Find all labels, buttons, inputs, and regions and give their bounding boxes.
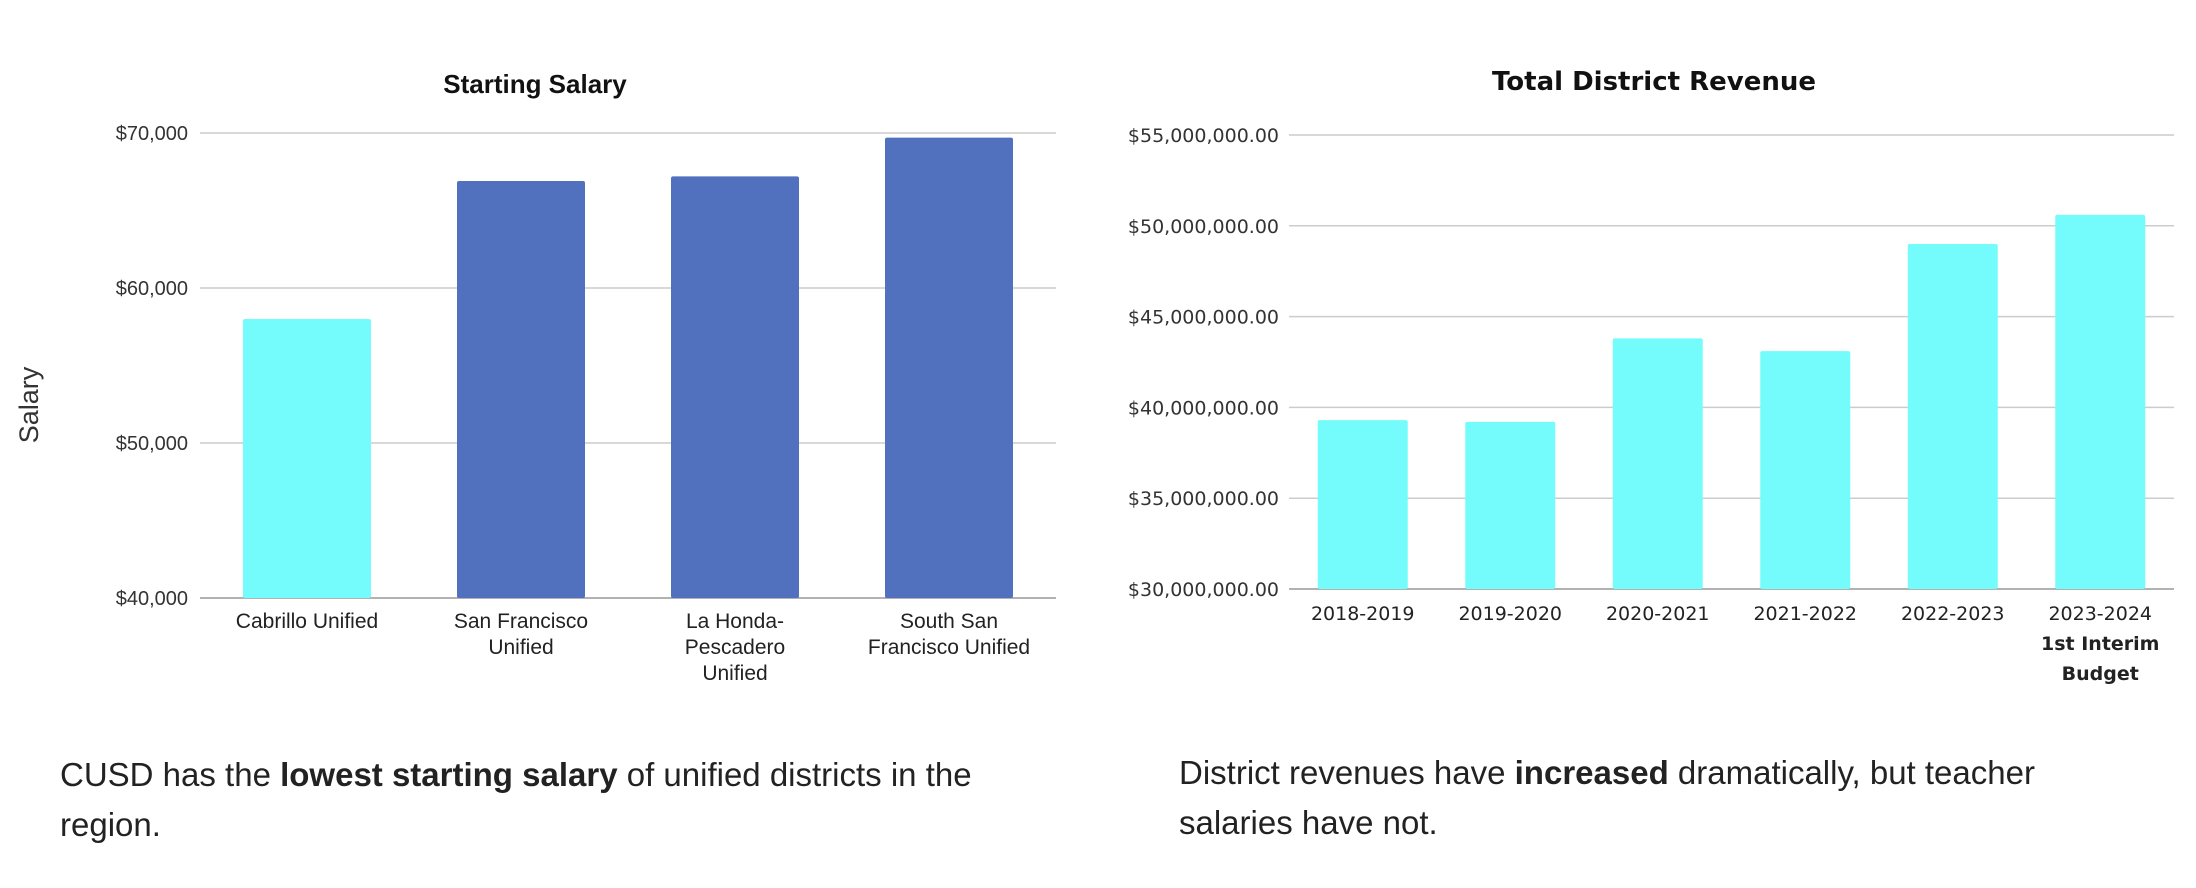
bar — [457, 181, 585, 599]
bar — [1317, 420, 1408, 589]
x-tick-label-line: 2019-2020 — [1458, 603, 1562, 625]
x-tick-label: La Honda- Pescadero Unified — [685, 610, 785, 685]
bar — [1612, 338, 1703, 589]
starting-salary-chart: Starting Salary $40,000 $50,000 $60,000 $70,… — [14, 69, 1056, 685]
y-tick-label: $40,000,000.00 — [1128, 397, 1279, 419]
revenue-caption-after: dramatically, but teacher salaries have … — [1179, 754, 2035, 841]
x-tick-label-line: Pescadero — [685, 636, 785, 659]
y-tick-label: $50,000 — [116, 433, 188, 455]
bar — [243, 319, 371, 598]
bar — [1760, 351, 1851, 589]
bar — [1907, 243, 1998, 589]
y-tick-label: $30,000,000.00 — [1128, 579, 1279, 601]
chart-title: Total District Revenue — [1492, 67, 1816, 97]
x-tick-label-line: Unified — [702, 662, 767, 685]
bar — [885, 137, 1013, 598]
revenue-caption: District revenues have increased dramati… — [1179, 748, 2099, 848]
x-tick-label-line: Francisco Unified — [868, 636, 1030, 659]
x-tick-label: Cabrillo Unified — [236, 610, 378, 633]
y-tick-label: $60,000 — [116, 278, 188, 300]
x-tick-label-line: 2018-2019 — [1311, 603, 1415, 625]
x-tick-label-line: La Honda- — [686, 610, 784, 633]
y-tick-label: $55,000,000.00 — [1128, 125, 1279, 147]
x-tick-label: South San Francisco Unified — [868, 610, 1030, 659]
x-tick-label-line: 2021-2022 — [1753, 603, 1857, 625]
x-tick-label: 2020-2021 — [1606, 603, 1710, 625]
y-tick-label: $70,000 — [116, 123, 188, 145]
x-tick-label-line: 2020-2021 — [1606, 603, 1710, 625]
x-tick-label: 2019-2020 — [1458, 603, 1562, 625]
x-tick-label-line: Cabrillo Unified — [236, 610, 378, 633]
x-tick-label-line: South San — [900, 610, 998, 633]
bar — [671, 176, 799, 598]
salary-caption: CUSD has the lowest starting salary of u… — [60, 750, 1040, 850]
revenue-caption-bold: increased — [1514, 754, 1669, 791]
y-tick-label: $50,000,000.00 — [1128, 216, 1279, 238]
x-tick-label: 2018-2019 — [1311, 603, 1415, 625]
x-tick-label-line: San Francisco — [454, 610, 588, 633]
y-tick-label: $35,000,000.00 — [1128, 488, 1279, 510]
x-tick-label: 2021-2022 — [1753, 603, 1857, 625]
revenue-caption-before: District revenues have — [1179, 754, 1515, 791]
x-tick-label-line: Budget — [2062, 663, 2139, 685]
salary-caption-after: of unified districts in the region. — [60, 756, 972, 843]
salary-caption-bold: lowest starting salary — [280, 756, 618, 793]
bar — [2055, 214, 2146, 590]
salary-caption-before: CUSD has the — [60, 756, 281, 793]
y-tick-label: $40,000 — [116, 588, 188, 610]
bar — [1465, 421, 1556, 589]
x-tick-label-line: 2023-2024 — [2048, 603, 2152, 625]
x-tick-label-line: 2022-2023 — [1901, 603, 2005, 625]
x-tick-label: San Francisco Unified — [454, 610, 588, 659]
x-tick-label-line: 1st Interim — [2041, 633, 2159, 655]
chart-title: Starting Salary — [443, 69, 627, 99]
y-tick-label: $45,000,000.00 — [1128, 307, 1279, 329]
district-revenue-chart: Total District Revenue $30,000,000.00 $35,… — [1128, 67, 2174, 685]
x-tick-label-line: Unified — [488, 636, 553, 659]
x-tick-label: 2023-2024 1st Interim Budget — [2041, 603, 2159, 685]
y-axis-label: Salary — [14, 366, 44, 443]
x-tick-label: 2022-2023 — [1901, 603, 2005, 625]
